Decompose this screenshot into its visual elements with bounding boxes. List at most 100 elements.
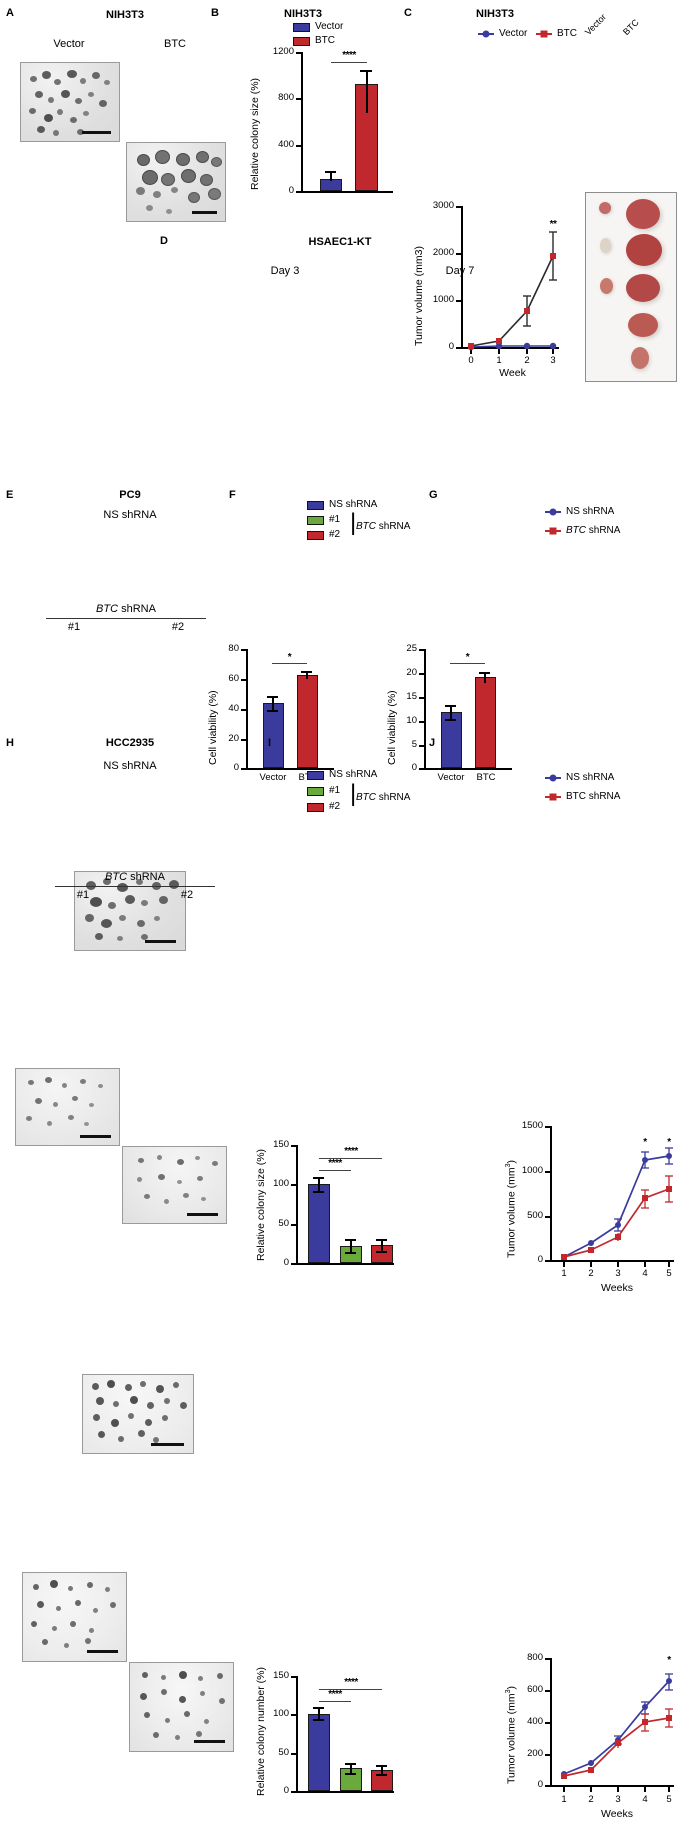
significance-label: ** — [549, 219, 557, 230]
x-ticklabel: 3 — [550, 355, 556, 366]
panel-h-group-label-italic: BTC — [105, 871, 128, 883]
panel-f-legend-brace: | — [350, 509, 357, 536]
panel-j-legend-item-btc: BTC shRNA — [545, 792, 620, 802]
significance-bar — [331, 62, 367, 64]
x-axis — [424, 768, 512, 770]
significance-bar — [450, 663, 485, 665]
legend-marker-btc-shrna — [545, 527, 561, 535]
x-tick — [552, 349, 554, 354]
x-ticklabel-btc: BTC — [476, 772, 496, 783]
photo-column-label-vector: Vector — [582, 11, 609, 37]
panel-h-title: HCC2935 — [105, 737, 155, 749]
y-ticklabel: 800 — [278, 92, 294, 103]
photo-column-label-btc: BTC — [620, 17, 641, 37]
panel-a-image-label-1: BTC — [164, 38, 186, 50]
panel-b-legend-item-vector: Vector — [293, 22, 343, 32]
legend-label-shrna-2: #2 — [329, 801, 341, 812]
y-ticklabel: 5 — [411, 739, 417, 750]
panel-c-xlabel: Week — [499, 367, 526, 379]
panel-e-title: PC9 — [119, 489, 141, 501]
y-tick — [419, 649, 424, 651]
panel-i-legend-item-sh2: #2 — [307, 802, 340, 812]
panel-letter-i: I — [268, 737, 272, 749]
panel-f-legend-group-label: BTC shRNA — [356, 521, 411, 532]
y-ticklabel: 80 — [228, 643, 239, 654]
legend-label-shrna-1: #1 — [329, 785, 341, 796]
panel-j-series-svg — [561, 1673, 673, 1779]
legend-marker-ns-shrna — [545, 774, 561, 782]
errorbar-cap — [267, 696, 278, 698]
errorbar-cap — [325, 171, 336, 173]
errorbar-btc — [484, 672, 486, 683]
errorbar-cap — [267, 710, 278, 712]
legend-label-ns-shrna: NS shRNA — [329, 769, 378, 780]
x-axis — [246, 768, 334, 770]
errorbar-cap — [445, 705, 456, 707]
panel-letter-j: J — [429, 737, 436, 749]
legend-marker-btc — [536, 30, 552, 38]
y-tick — [241, 709, 246, 711]
panel-f-legend-item-ns: NS shRNA — [307, 500, 377, 510]
errorbar-btc — [306, 671, 308, 679]
legend-label-btc-shrna: BTC shRNA — [566, 791, 621, 802]
panel-letter-b: B — [211, 7, 219, 19]
panel-b-y-axis — [301, 52, 303, 193]
x-ticklabel: 1 — [496, 355, 502, 366]
legend-label-ns-shrna: NS shRNA — [566, 506, 615, 517]
y-ticklabel: 60 — [228, 673, 239, 684]
legend-label-btc-shrna: BTC shRNA — [566, 525, 621, 536]
panel-c-legend-item-vector: Vector — [478, 29, 527, 39]
y-tick — [241, 649, 246, 651]
panel-c-legend-item-btc: BTC — [536, 29, 577, 39]
panel-letter-d: D — [160, 235, 168, 247]
y-tick — [419, 673, 424, 675]
y-ticklabel: 0 — [411, 762, 417, 773]
y-tick — [419, 721, 424, 723]
x-tick — [498, 349, 500, 354]
y-tick — [456, 300, 461, 302]
panel-letter-c: C — [404, 7, 412, 19]
errorbar-cap — [301, 671, 312, 673]
y-ticklabel: 10 — [406, 715, 417, 726]
panel-letter-e: E — [6, 489, 14, 501]
y-tick — [456, 347, 461, 349]
errorbar-cap — [445, 719, 456, 721]
legend-label-vector: Vector — [315, 21, 344, 32]
panel-h-group-label: BTC shRNA — [105, 871, 165, 883]
y-tick — [296, 191, 301, 193]
x-tick — [526, 349, 528, 354]
significance-label: * — [287, 652, 292, 663]
panel-g-legend-item-btc: BTC shRNA — [545, 526, 620, 536]
y-tick — [296, 52, 301, 54]
scale-bar — [81, 130, 112, 134]
legend-label-shrna-1: #1 — [329, 514, 341, 525]
y-tick — [456, 206, 461, 208]
legend-swatch-btc — [293, 36, 310, 46]
y-tick — [456, 253, 461, 255]
y-ticklabel: 0 — [448, 341, 454, 352]
significance-label: * — [465, 652, 470, 663]
significance-label-week5: * — [667, 1655, 671, 1666]
legend-swatch-vector — [293, 22, 310, 32]
y-ticklabel: 3000 — [432, 200, 454, 211]
y-tick — [241, 768, 246, 770]
errorbar-cap — [479, 672, 490, 674]
errorbar-vector — [330, 171, 332, 181]
panel-c-series-svg — [467, 231, 557, 351]
panel-e-group-underline — [46, 618, 206, 619]
legend-swatch-ns-shrna — [307, 770, 324, 780]
panel-i-legend-brace: | — [350, 780, 357, 807]
y-ticklabel: 25 — [406, 643, 417, 654]
panel-e-micrograph-ns-shrna — [74, 871, 186, 951]
panel-d-chart2-title: Day 7 — [445, 265, 475, 277]
panel-c-title: NIH3T3 — [476, 8, 514, 20]
y-tick — [241, 679, 246, 681]
panel-c-tumor-photo — [585, 192, 677, 382]
panel-b-title: NIH3T3 — [284, 8, 322, 20]
significance-bar — [272, 663, 307, 665]
legend-label-btc: BTC — [315, 35, 335, 46]
panel-letter-a: A — [6, 7, 14, 19]
panel-c-y-axis — [461, 206, 463, 349]
panel-g-legend-item-ns: NS shRNA — [545, 507, 614, 517]
panel-letter-h: H — [6, 737, 14, 749]
